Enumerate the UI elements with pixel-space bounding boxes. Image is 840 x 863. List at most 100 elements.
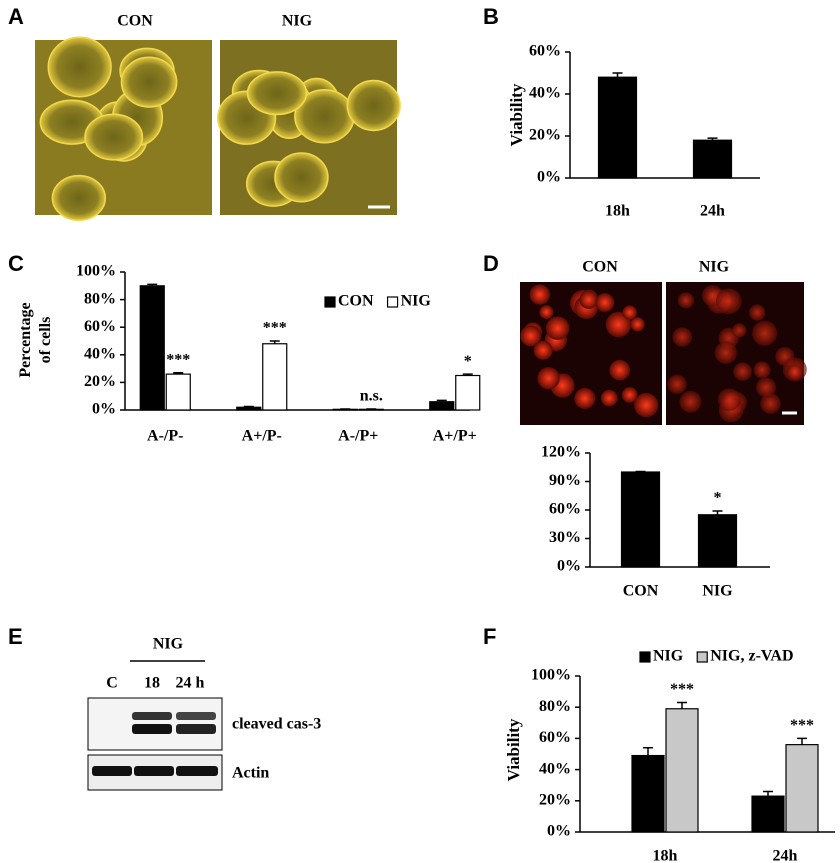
panel-letter: F: [483, 624, 496, 649]
cell: [733, 362, 752, 381]
annotation: ***: [670, 681, 694, 698]
bar: [785, 744, 819, 833]
y-tick-label: 20%: [529, 127, 561, 144]
cell: [520, 325, 542, 347]
legend-swatch: [639, 651, 651, 663]
y-tick-label: 20%: [84, 373, 116, 390]
fluorescence-image: [520, 282, 807, 425]
cell: [47, 36, 112, 98]
cell: [545, 316, 570, 340]
y-axis-label-text: Percentage of cells: [17, 302, 54, 378]
cell: [539, 305, 554, 320]
error-bar: [173, 371, 184, 375]
y-tick-label: 60%: [549, 501, 581, 518]
error-bar: [612, 72, 623, 78]
y-tick-label: 60%: [539, 729, 571, 746]
x-tick-label: NIG: [702, 583, 733, 600]
y-axis-label: Viability: [504, 718, 523, 781]
cell: [753, 361, 771, 379]
cell: [600, 389, 618, 407]
cell: [717, 388, 741, 411]
x-tick-label: 18h: [653, 848, 678, 863]
lane-label: C: [106, 675, 118, 692]
band: [176, 724, 216, 734]
annotation: *: [714, 490, 722, 507]
band: [176, 712, 216, 720]
error-bar: [677, 701, 687, 709]
error-bar: [147, 283, 158, 286]
legend-label: NIG, z-VAD: [710, 648, 793, 665]
cell: [533, 340, 553, 360]
bar: [236, 406, 262, 411]
x-tick-label: CON: [623, 583, 659, 600]
error-bar: [243, 405, 254, 408]
x-tick-label: 18h: [605, 203, 630, 220]
y-tick-label: 100%: [76, 263, 116, 280]
error-bar: [462, 373, 473, 376]
cell: [672, 327, 693, 347]
y-tick-label: 30%: [549, 529, 581, 546]
annotation: n.s.: [360, 388, 383, 405]
cell: [634, 392, 659, 418]
bar: [455, 374, 481, 411]
y-tick-label: 80%: [84, 290, 116, 307]
bar: [139, 285, 165, 411]
annotation: *: [464, 353, 472, 370]
panel-letter: E: [8, 624, 23, 649]
y-axis-label: Viability: [507, 83, 526, 146]
legend-swatch: [386, 296, 399, 308]
image-label: CON: [117, 13, 153, 30]
cell: [715, 288, 742, 315]
x-tick-label: A+/P-: [242, 428, 282, 445]
legend-label: NIG: [401, 293, 432, 310]
band: [92, 766, 132, 776]
panel-letter: B: [483, 4, 499, 29]
y-tick-label: 0%: [537, 169, 561, 186]
cell: [630, 317, 645, 332]
band-label: cleaved cas-3: [232, 716, 321, 733]
band-label: Actin: [232, 765, 269, 782]
legend-swatch: [696, 651, 708, 663]
y-tick-label: 60%: [84, 318, 116, 335]
x-tick-label: A-/P-: [147, 428, 183, 445]
bar: [631, 754, 665, 833]
y-tick-label: 20%: [539, 791, 571, 808]
y-tick-label: 60%: [529, 43, 561, 60]
panel-letter: C: [8, 251, 24, 276]
lane-label: 24 h: [176, 675, 205, 692]
group-label: NIG: [153, 636, 184, 653]
y-tick-label: 120%: [541, 444, 581, 461]
annotation: ***: [166, 351, 190, 368]
band: [132, 724, 172, 734]
band: [134, 766, 174, 776]
cell: [752, 320, 778, 346]
panel-letter: D: [483, 251, 499, 276]
y-tick-label: 40%: [539, 760, 571, 777]
micrograph: [35, 36, 401, 222]
cell: [84, 113, 144, 161]
y-tick-label: 0%: [557, 558, 581, 575]
bar: [429, 401, 455, 411]
cell: [622, 305, 637, 320]
bar: [620, 471, 661, 568]
cell: [120, 56, 178, 108]
bar: [665, 708, 699, 833]
image-label: NIG: [699, 259, 730, 276]
cell: [579, 290, 598, 309]
cell: [714, 341, 738, 364]
error-bar: [436, 399, 447, 402]
error-bar: [643, 747, 653, 756]
x-tick-label: A-/P+: [338, 428, 378, 445]
y-tick-label: 0%: [92, 401, 116, 418]
cell: [677, 292, 695, 309]
image-label: NIG: [282, 13, 313, 30]
legend-label: NIG: [653, 648, 684, 665]
cell: [51, 174, 107, 222]
x-tick-label: 24h: [700, 203, 725, 220]
image-label: CON: [582, 259, 618, 276]
cell: [246, 71, 308, 116]
cell: [621, 387, 638, 403]
lane-label: 18: [144, 675, 160, 692]
bar: [751, 795, 785, 833]
error-bar: [797, 737, 807, 745]
